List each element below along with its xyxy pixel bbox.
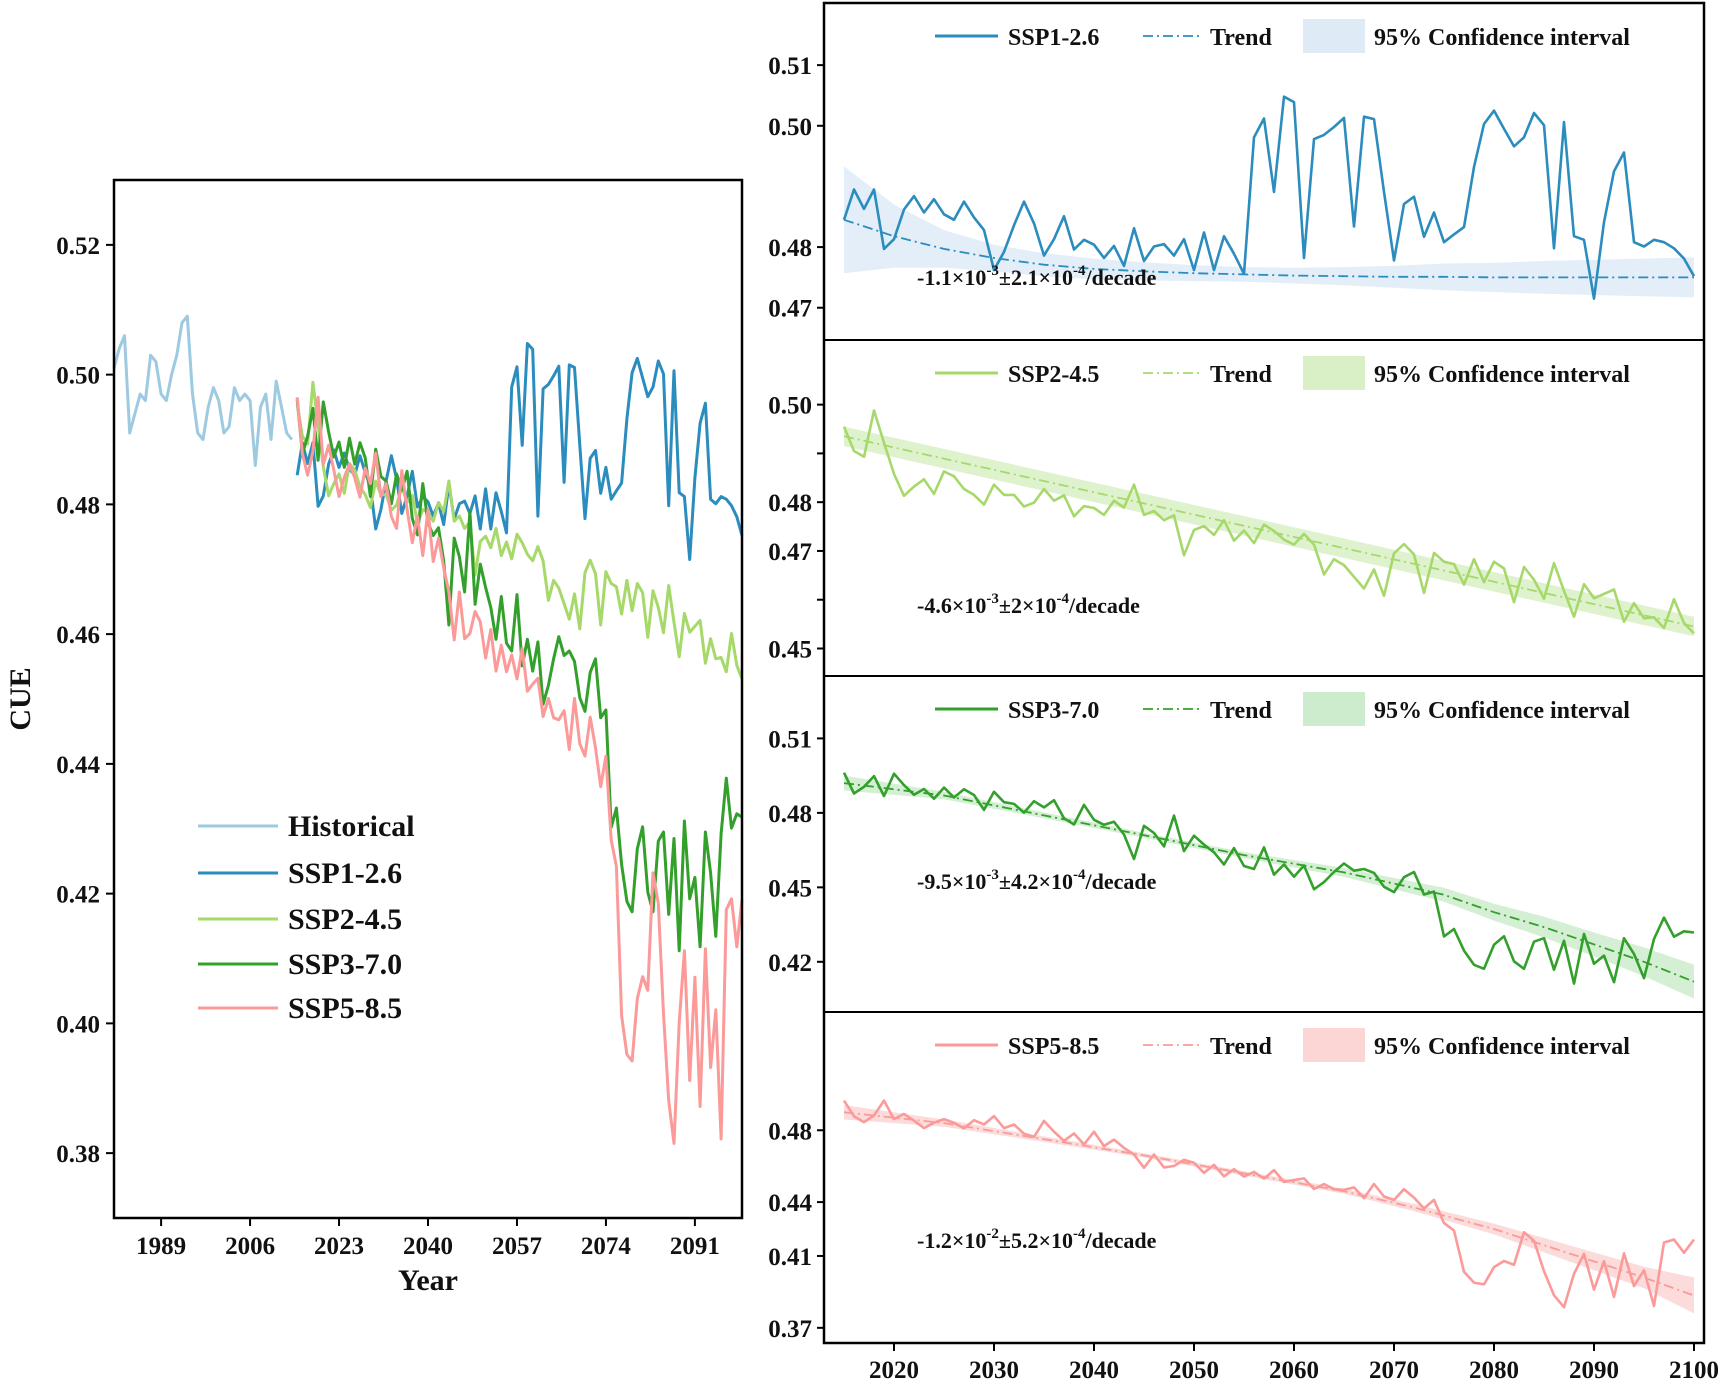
- panel-x-tick-label: 2060: [1269, 1357, 1319, 1384]
- main-chart: 1989 2006 2023 2040 2057 2074 2091 0.38 0.40 0.4…: [4, 178, 744, 1297]
- panel-x-tick-label: 2040: [1069, 1357, 1119, 1384]
- main-legend: Historical SSP1-2.6 SSP2-4.5 SSP3-7.0 SS…: [198, 810, 415, 1025]
- panel-y-tick-label: 0.45: [768, 636, 812, 663]
- panel-y-tick-label: 0.48: [768, 801, 812, 828]
- panel-series-line-ssp585: [842, 1099, 1696, 1309]
- trend-line-ssp585: [843, 1111, 1695, 1297]
- confidence-band-ssp370: [844, 775, 1694, 999]
- y-tick-label: 0.38: [56, 1141, 100, 1168]
- panel-legend-ci-label: 95% Confidence interval: [1374, 25, 1630, 51]
- panel-legend-ci-swatch: [1303, 1028, 1365, 1062]
- legend-label-ssp126: SSP1-2.6: [288, 857, 402, 890]
- panel-y-tick-label: 0.47: [768, 296, 812, 323]
- series-line-ssp585: [295, 395, 744, 1145]
- panels-frame: [822, 1, 1706, 1345]
- panel-y-tick-label: 0.41: [768, 1244, 812, 1271]
- panel-legend-trend-label: Trend: [1210, 698, 1272, 724]
- panel-series-line-ssp370: [842, 772, 1695, 985]
- panel-x-tick-label: 2030: [969, 1357, 1019, 1384]
- panel-y-tick-label: 0.50: [768, 114, 812, 141]
- main-plot-frame: [112, 178, 744, 1220]
- panel-y-tick-label: 0.51: [768, 53, 812, 80]
- x-axis-title: Year: [398, 1264, 458, 1297]
- panel-x-tick-label: 2020: [869, 1357, 919, 1384]
- panel-y-tick-label: 0.47: [768, 539, 812, 566]
- y-tick-label: 0.46: [56, 622, 100, 649]
- panel-y-tick-label: 0.50: [768, 393, 812, 420]
- panel-legend-trend-label: Trend: [1210, 1034, 1272, 1060]
- panel-y-tick-label: 0.42: [768, 950, 812, 977]
- x-tick-label: 2074: [581, 1233, 632, 1260]
- panel-ssp245: 0.45 0.47 0.48 0.50 SSP2-4.5 Trend 95% Confide…: [768, 356, 1695, 663]
- x-tick-label: 2040: [403, 1233, 453, 1260]
- panel-ssp126: 0.47 0.48 0.50 0.51 SSP1-2.6 Trend 95% Confide…: [768, 19, 1696, 323]
- panel-legend-series-label: SSP1-2.6: [1008, 25, 1099, 51]
- y-tick-label: 0.48: [56, 492, 100, 519]
- legend-label-ssp585: SSP5-8.5: [288, 992, 402, 1025]
- panel-series-line-ssp126: [842, 95, 1696, 300]
- panel-y-tick-label: 0.44: [768, 1190, 812, 1217]
- y-tick-label: 0.50: [56, 363, 100, 390]
- main-x-axis-ticks: 1989 2006 2023 2040 2057 2074 2091: [136, 1218, 720, 1260]
- main-y-axis-ticks: 0.38 0.40 0.42 0.44 0.46 0.48 0.50 0.52: [56, 233, 114, 1168]
- trend-line-ssp126: [843, 218, 1694, 279]
- panel-legend-ci-swatch: [1303, 19, 1365, 53]
- panel-y-tick-label: 0.51: [768, 726, 812, 753]
- panel-legend-series-label: SSP5-8.5: [1008, 1034, 1099, 1060]
- series-line-historical: [112, 314, 294, 467]
- legend-label-historical: Historical: [288, 810, 415, 843]
- trend-rate-annotation: -1.2×10-2±5.2×10-4/decade: [917, 1226, 1157, 1253]
- panel-ssp585: 0.37 0.41 0.44 0.48 SSP5-8.5 Trend 95% Confide…: [768, 1028, 1696, 1343]
- main-plot-lines: [112, 314, 744, 1145]
- x-tick-label: 2023: [314, 1233, 364, 1260]
- panel-legend-series-label: SSP2-4.5: [1008, 362, 1099, 388]
- trend-rate-annotation: -1.1×10-3±2.1×10-4/decade: [917, 263, 1157, 290]
- panel-y-tick-label: 0.48: [768, 1118, 812, 1145]
- panel-legend-ci-label: 95% Confidence interval: [1374, 698, 1630, 724]
- x-tick-label: 2057: [492, 1233, 542, 1260]
- panel-legend-ci-swatch: [1303, 356, 1365, 390]
- panel-x-tick-label: 2100: [1669, 1357, 1719, 1384]
- x-tick-label: 1989: [136, 1233, 186, 1260]
- panel-x-tick-label: 2090: [1569, 1357, 1619, 1384]
- y-tick-label: 0.40: [56, 1011, 100, 1038]
- y-axis-title: CUE: [4, 667, 37, 730]
- trend-line-ssp245: [843, 435, 1695, 628]
- panel-x-tick-label: 2070: [1369, 1357, 1419, 1384]
- y-tick-label: 0.52: [56, 233, 100, 260]
- panel-legend-ci-label: 95% Confidence interval: [1374, 1034, 1630, 1060]
- x-tick-label: 2006: [225, 1233, 275, 1260]
- series-line-ssp245: [295, 380, 744, 680]
- y-tick-label: 0.42: [56, 882, 100, 909]
- series-line-ssp370: [295, 399, 743, 953]
- trend-rate-annotation: -9.5×10-3±4.2×10-4/decade: [917, 867, 1157, 894]
- legend-label-ssp245: SSP2-4.5: [288, 903, 402, 936]
- confidence-band-ssp585: [844, 1105, 1694, 1314]
- confidence-band-ssp126: [844, 166, 1694, 298]
- trend-rate-annotation: -4.6×10-3±2×10-4/decade: [917, 591, 1140, 618]
- trend-line-ssp370: [843, 782, 1695, 983]
- panel-legend-ci-swatch: [1303, 692, 1365, 726]
- legend-label-ssp370: SSP3-7.0: [288, 948, 402, 981]
- panel-series-line-ssp245: [842, 409, 1695, 635]
- panel-x-axis-ticks: 2020 2030 2040 2050 2060 2070 2080 2090 2100: [869, 1343, 1719, 1384]
- panel-y-tick-label: 0.45: [768, 875, 812, 902]
- panel-legend-trend-label: Trend: [1210, 25, 1272, 51]
- panel-legend-trend-label: Trend: [1210, 362, 1272, 388]
- panel-legend-ci-label: 95% Confidence interval: [1374, 362, 1630, 388]
- panel-x-tick-label: 2080: [1469, 1357, 1519, 1384]
- panel-x-tick-label: 2050: [1169, 1357, 1219, 1384]
- y-tick-label: 0.44: [56, 752, 100, 779]
- panel-ssp370: 0.42 0.45 0.48 0.51 SSP3-7.0 Trend 95% Confide…: [768, 692, 1695, 999]
- scenario-panels: 0.47 0.48 0.50 0.51 SSP1-2.6 Trend 95% Confide…: [768, 19, 1696, 1343]
- panel-legend-series-label: SSP3-7.0: [1008, 698, 1099, 724]
- panel-y-tick-label: 0.48: [768, 235, 812, 262]
- panel-y-tick-label: 0.37: [768, 1316, 812, 1343]
- panel-y-tick-label: 0.48: [768, 490, 812, 517]
- x-tick-label: 2091: [670, 1233, 720, 1260]
